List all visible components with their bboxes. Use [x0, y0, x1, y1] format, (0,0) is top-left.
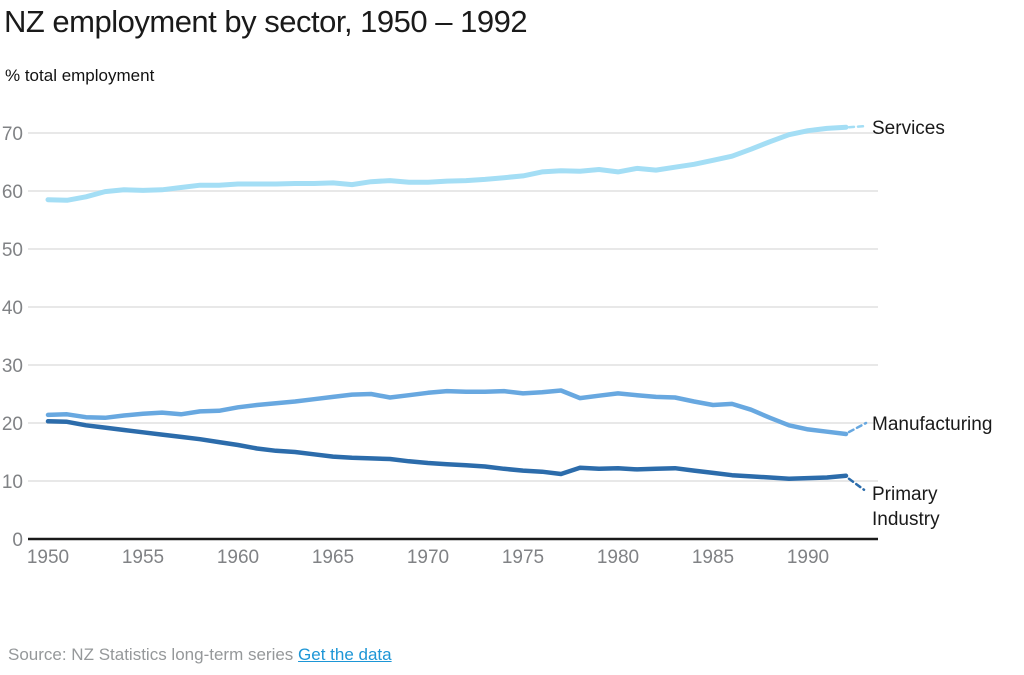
- x-tick-label-1990: 1990: [787, 547, 829, 568]
- manufacturing-leader-line: [847, 421, 868, 434]
- series-line-primary-industry: [45, 419, 849, 481]
- x-tick-label-1975: 1975: [502, 547, 544, 568]
- source-text: Source: NZ Statistics long-term series: [8, 645, 294, 664]
- employment-line-chart: 0 10 20 30 40 50 60 70 1950 1955 1960 1965 1970 1975 1…: [2, 118, 993, 568]
- y-tick-label-0: 0: [12, 530, 23, 551]
- series-label-manufacturing: Manufacturing: [872, 414, 992, 435]
- y-tick-label-10: 10: [2, 472, 23, 493]
- primary-industry-leader-line: [847, 477, 866, 492]
- page-title: NZ employment by sector, 1950 – 1992: [4, 4, 528, 39]
- y-tick-label-70: 70: [2, 124, 23, 145]
- y-axis-unit-label: % total employment: [5, 66, 155, 85]
- source-note: Source: NZ Statistics long-term series G…: [8, 645, 392, 665]
- series-line-manufacturing: [45, 388, 849, 437]
- x-tick-label-1950: 1950: [27, 547, 69, 568]
- get-the-data-link[interactable]: Get the data: [298, 645, 392, 664]
- x-tick-label-1965: 1965: [312, 547, 354, 568]
- y-tick-label-60: 60: [2, 182, 23, 203]
- y-tick-label-50: 50: [2, 240, 23, 261]
- x-tick-label-1980: 1980: [597, 547, 639, 568]
- services-leader-line: [847, 124, 866, 129]
- y-tick-label-20: 20: [2, 414, 23, 435]
- series-line-services: [45, 124, 849, 203]
- y-tick-label-40: 40: [2, 298, 23, 319]
- series-label-services: Services: [872, 118, 945, 139]
- y-tick-label-30: 30: [2, 356, 23, 377]
- x-tick-label-1955: 1955: [122, 547, 164, 568]
- series-label-primary-industry-line2: Industry: [872, 509, 940, 530]
- x-tick-label-1985: 1985: [692, 547, 734, 568]
- series-label-primary-industry: Primary: [872, 484, 938, 505]
- x-tick-label-1970: 1970: [407, 547, 449, 568]
- x-tick-label-1960: 1960: [217, 547, 259, 568]
